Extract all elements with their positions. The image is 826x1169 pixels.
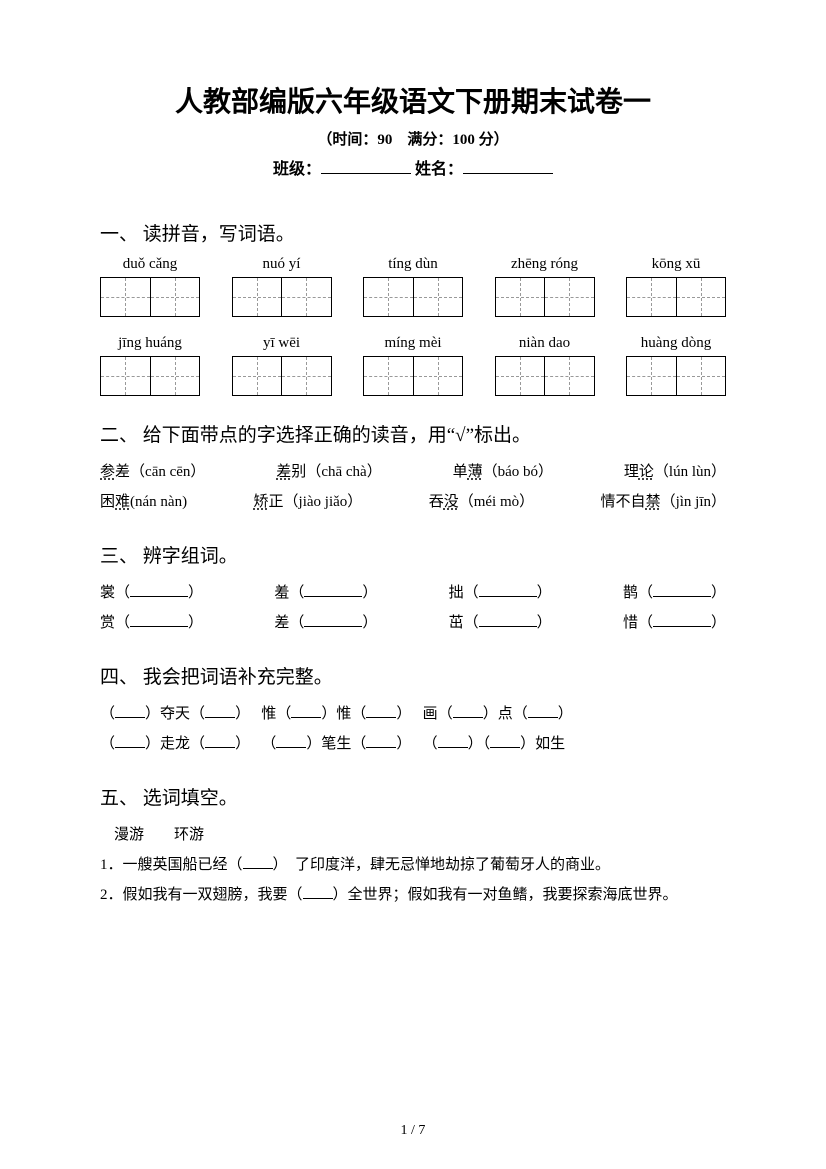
q3-item: 鹊（）: [623, 578, 726, 608]
class-blank[interactable]: [321, 158, 411, 174]
blank[interactable]: [453, 717, 483, 718]
class-name-row: 班级： 姓名：: [100, 155, 726, 179]
char-box[interactable]: [495, 356, 595, 396]
char-box[interactable]: [626, 356, 726, 396]
page-title: 人教部编版六年级语文下册期末试卷一: [100, 80, 726, 120]
char-box[interactable]: [495, 277, 595, 317]
q2-item: 矫正（jiào jiǎo）: [254, 487, 363, 517]
blank[interactable]: [115, 747, 145, 748]
pinyin-label: nuó yí: [232, 256, 332, 273]
char-box[interactable]: [626, 277, 726, 317]
blank[interactable]: [205, 717, 235, 718]
q2-item: 差别（chā chà）: [276, 457, 381, 487]
q2-item: 吞没（méi mò）: [429, 487, 534, 517]
q4-line-1: （）夺天（） 惟（）惟（） 画（）点（）: [100, 699, 726, 729]
q3-item: 差（）: [274, 608, 377, 638]
q2-row-1: 参差（cān cēn） 差别（chā chà） 单薄（báo bó） 理论（lú…: [100, 457, 726, 487]
q3-item: 惜（）: [623, 608, 726, 638]
pinyin-row-2: jīng huáng yī wēi míng mèi niàn dao huàn…: [100, 335, 726, 352]
section5-heading: 五、 选词填空。: [100, 783, 726, 810]
char-box[interactable]: [363, 277, 463, 317]
blank[interactable]: [205, 747, 235, 748]
blank[interactable]: [653, 626, 711, 627]
blank[interactable]: [490, 747, 520, 748]
class-label: 班级：: [273, 161, 321, 178]
q3-item: 裳（）: [100, 578, 203, 608]
blank[interactable]: [653, 596, 711, 597]
pinyin-row-1: duǒ cǎng nuó yí tíng dùn zhēng róng kōng…: [100, 256, 726, 273]
section2-heading: 二、 给下面带点的字选择正确的读音，用“√”标出。: [100, 420, 726, 447]
name-label: 姓名：: [415, 161, 463, 178]
blank[interactable]: [479, 596, 537, 597]
q3-row-1: 裳（） 羞（） 拙（） 鹊（）: [100, 578, 726, 608]
section1-heading: 一、 读拼音，写词语。: [100, 219, 726, 246]
q5-word-bank: 漫游 环游: [100, 820, 726, 850]
pinyin-label: kōng xū: [626, 256, 726, 273]
q2-item: 困难(nán nàn): [100, 487, 187, 517]
char-box[interactable]: [232, 356, 332, 396]
section4-heading: 四、 我会把词语补充完整。: [100, 662, 726, 689]
blank[interactable]: [528, 717, 558, 718]
pinyin-label: duǒ cǎng: [100, 256, 200, 273]
section3-heading: 三、 辨字组词。: [100, 541, 726, 568]
char-box-row-1: [100, 277, 726, 317]
name-blank[interactable]: [463, 158, 553, 174]
q5-line-2: 2．假如我有一双翅膀，我要（）全世界；假如我有一对鱼鳍，我要探索海底世界。: [100, 880, 726, 910]
q3-item: 赏（）: [100, 608, 203, 638]
q3-item: 茁（）: [449, 608, 552, 638]
page-number: 1 / 7: [0, 1123, 826, 1139]
char-box[interactable]: [100, 356, 200, 396]
blank[interactable]: [291, 717, 321, 718]
char-box[interactable]: [232, 277, 332, 317]
pinyin-label: yī wēi: [232, 335, 332, 352]
char-box[interactable]: [100, 277, 200, 317]
blank[interactable]: [479, 626, 537, 627]
q2-item: 情不自禁（jìn jīn）: [601, 487, 726, 517]
blank[interactable]: [366, 717, 396, 718]
blank[interactable]: [276, 747, 306, 748]
blank[interactable]: [303, 898, 333, 899]
char-box-row-2: [100, 356, 726, 396]
blank[interactable]: [304, 596, 362, 597]
char-box[interactable]: [363, 356, 463, 396]
blank[interactable]: [115, 717, 145, 718]
q2-item: 理论（lún lùn）: [624, 457, 726, 487]
pinyin-label: zhēng róng: [495, 256, 595, 273]
blank[interactable]: [304, 626, 362, 627]
q2-row-2: 困难(nán nàn) 矫正（jiào jiǎo） 吞没（méi mò） 情不自…: [100, 487, 726, 517]
pinyin-label: tíng dùn: [363, 256, 463, 273]
blank[interactable]: [438, 747, 468, 748]
blank[interactable]: [130, 596, 188, 597]
q3-item: 羞（）: [274, 578, 377, 608]
pinyin-label: jīng huáng: [100, 335, 200, 352]
pinyin-label: míng mèi: [363, 335, 463, 352]
q2-item: 单薄（báo bó）: [453, 457, 553, 487]
blank[interactable]: [243, 868, 273, 869]
blank[interactable]: [366, 747, 396, 748]
blank[interactable]: [130, 626, 188, 627]
q2-item: 参差（cān cēn）: [100, 457, 205, 487]
q4-line-2: （）走龙（） （）笔生（） （）（）如生: [100, 729, 726, 759]
pinyin-label: huàng dòng: [626, 335, 726, 352]
q3-item: 拙（）: [449, 578, 552, 608]
subtitle: （时间：90 满分：100 分）: [100, 128, 726, 149]
q5-line-1: 1．一艘英国船已经（） 了印度洋，肆无忌惮地劫掠了葡萄牙人的商业。: [100, 850, 726, 880]
q3-row-2: 赏（） 差（） 茁（） 惜（）: [100, 608, 726, 638]
pinyin-label: niàn dao: [495, 335, 595, 352]
